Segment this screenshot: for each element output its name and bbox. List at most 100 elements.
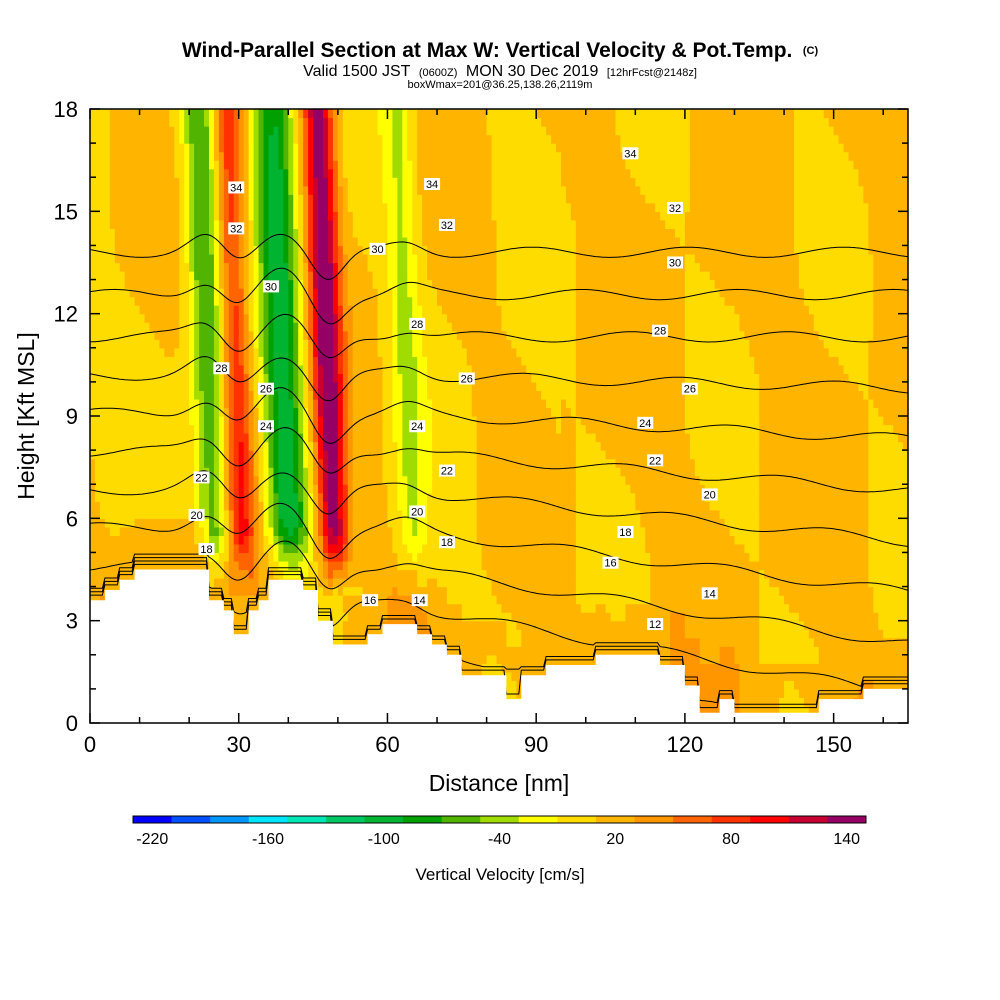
velocity-cell: [427, 526, 433, 536]
velocity-cell: [308, 202, 314, 212]
velocity-cell: [208, 236, 215, 247]
velocity-cell: [94, 398, 101, 409]
velocity-cell: [288, 518, 294, 528]
velocity-cell: [99, 424, 106, 434]
velocity-cell: [94, 364, 101, 374]
velocity-cell: [352, 126, 359, 136]
velocity-cell: [208, 245, 215, 255]
velocity-cell: [199, 151, 205, 161]
velocity-cell: [422, 475, 428, 485]
velocity-cell: [119, 305, 126, 315]
velocity-cell: [352, 450, 359, 460]
velocity-cell: [238, 356, 245, 366]
velocity-cell: [298, 501, 304, 511]
velocity-cell: [263, 467, 270, 477]
velocity-cell: [114, 569, 121, 579]
velocity-cell: [407, 109, 413, 119]
velocity-cell: [392, 398, 398, 409]
velocity-cell: [318, 441, 324, 451]
velocity-cell: [134, 390, 141, 400]
velocity-cell: [169, 484, 175, 494]
velocity-cell: [422, 134, 428, 144]
velocity-cell: [189, 177, 195, 187]
velocity-cell: [318, 151, 324, 161]
velocity-cell: [129, 518, 136, 528]
velocity-cell: [392, 586, 398, 596]
velocity-cell: [308, 305, 314, 315]
velocity-cell: [208, 288, 215, 298]
velocity-cell: [213, 441, 220, 451]
velocity-cell: [313, 475, 319, 485]
velocity-cell: [233, 569, 240, 579]
velocity-cell: [90, 552, 96, 562]
velocity-cell: [268, 475, 275, 485]
velocity-cell: [134, 151, 141, 161]
velocity-cell: [124, 492, 131, 502]
velocity-cell: [233, 364, 240, 374]
velocity-cell: [218, 424, 225, 434]
velocity-cell: [293, 501, 299, 511]
velocity-cell: [357, 475, 364, 485]
velocity-cell: [149, 543, 156, 554]
velocity-cell: [387, 305, 394, 315]
velocity-cell: [204, 194, 210, 204]
velocity-cell: [362, 253, 369, 264]
velocity-cell: [308, 518, 314, 528]
velocity-cell: [313, 356, 319, 366]
velocity-cell: [119, 236, 126, 247]
velocity-cell: [372, 509, 379, 519]
velocity-cell: [114, 492, 121, 502]
velocity-cell: [357, 211, 364, 221]
velocity-cell: [402, 492, 408, 502]
velocity-cell: [337, 475, 344, 485]
velocity-cell: [387, 450, 394, 460]
velocity-cell: [194, 398, 200, 409]
velocity-cell: [278, 390, 284, 400]
velocity-cell: [347, 433, 354, 443]
velocity-cell: [318, 117, 324, 127]
velocity-cell: [347, 424, 354, 434]
velocity-cell: [357, 117, 364, 127]
velocity-cell: [407, 117, 413, 127]
velocity-cell: [179, 381, 185, 392]
velocity-cell: [397, 560, 403, 571]
velocity-cell: [268, 373, 275, 383]
velocity-cell: [114, 390, 121, 400]
velocity-cell: [184, 151, 190, 161]
velocity-cell: [293, 433, 299, 443]
velocity-cell: [372, 219, 379, 229]
velocity-cell: [218, 381, 225, 392]
velocity-cell: [382, 271, 389, 281]
velocity-cell: [337, 296, 344, 306]
velocity-cell: [253, 433, 260, 443]
velocity-cell: [243, 143, 250, 153]
velocity-cell: [283, 253, 289, 264]
velocity-cell: [417, 518, 423, 528]
velocity-cell: [154, 433, 161, 443]
velocity-cell: [308, 569, 314, 579]
velocity-cell: [253, 296, 260, 306]
velocity-cell: [159, 126, 165, 136]
velocity-cell: [154, 450, 161, 460]
velocity-cell: [119, 339, 126, 349]
velocity-cell: [412, 160, 418, 170]
velocity-cell: [332, 177, 339, 187]
velocity-cell: [308, 228, 314, 238]
velocity-cell: [184, 236, 190, 247]
velocity-cell: [258, 262, 265, 272]
velocity-cell: [337, 526, 344, 536]
velocity-cell: [417, 458, 423, 468]
velocity-cell: [164, 109, 170, 119]
velocity-cell: [134, 484, 141, 494]
velocity-cell: [90, 492, 96, 502]
velocity-cell: [213, 433, 220, 443]
velocity-cell: [332, 364, 339, 374]
velocity-cell: [189, 134, 195, 144]
velocity-cell: [129, 313, 136, 323]
velocity-cell: [144, 381, 151, 392]
velocity-cell: [427, 288, 433, 298]
velocity-cell: [90, 228, 96, 238]
velocity-cell: [149, 501, 156, 511]
velocity-cell: [149, 416, 156, 426]
velocity-cell: [417, 578, 423, 588]
